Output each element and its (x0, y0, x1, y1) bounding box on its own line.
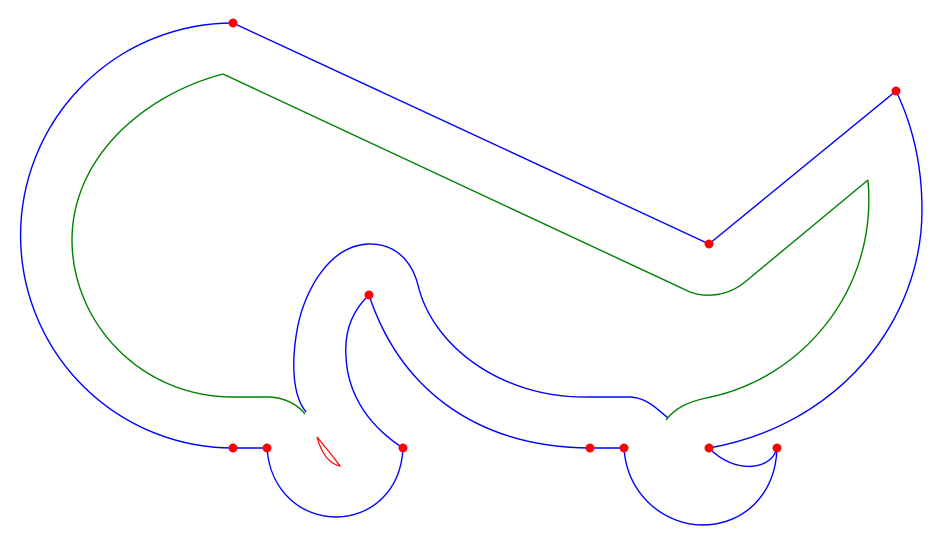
outer-right-line (708, 90, 897, 245)
outer-left-arc (19, 22, 234, 449)
outer-lobe-loop (293, 243, 669, 419)
vertex-point (891, 86, 901, 96)
outer-left-lobe-inner (345, 294, 404, 449)
inner-top-diagonal (222, 73, 869, 296)
vertex-point (398, 443, 408, 453)
outer-outline (19, 22, 923, 526)
vertex-markers (228, 18, 901, 453)
inner-offset-path (71, 73, 306, 415)
vertex-point (772, 443, 782, 453)
inner-offset-curve (71, 73, 870, 421)
outer-middle-curve (368, 294, 591, 449)
vertex-point (704, 443, 714, 453)
vertex-point (262, 443, 272, 453)
inner-right-arc (665, 179, 870, 421)
outer-right-cup-arc (623, 447, 778, 526)
vertex-point (585, 443, 595, 453)
outer-left-cup-arc (266, 447, 404, 518)
vertex-point (704, 239, 714, 249)
outer-top-diagonal (232, 22, 710, 245)
vertex-point (364, 290, 374, 300)
vertex-point (619, 443, 629, 453)
outer-right-small-arc (708, 447, 778, 468)
vertex-point (228, 18, 238, 28)
outer-right-arc (708, 90, 923, 449)
red-artifact-shape (316, 436, 342, 467)
vertex-point (228, 443, 238, 453)
